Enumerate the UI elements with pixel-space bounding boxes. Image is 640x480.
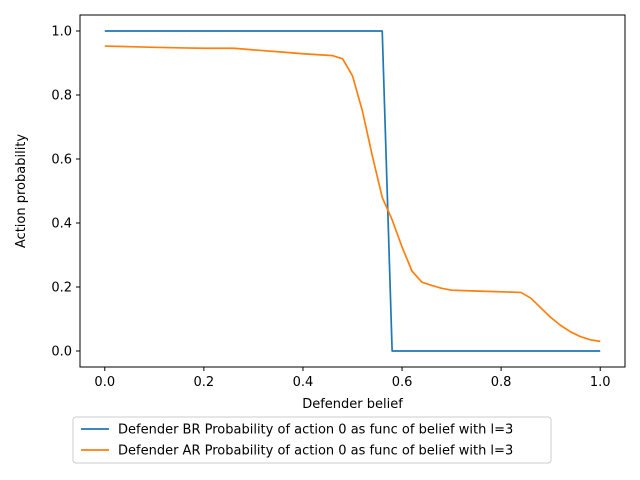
x-tick-label: 0.4 bbox=[293, 375, 314, 390]
y-tick-label: 0.6 bbox=[51, 153, 72, 168]
y-axis-label: Action probability bbox=[14, 134, 29, 249]
legend: Defender BR Probability of action 0 as f… bbox=[72, 416, 552, 464]
legend-label-br: Defender BR Probability of action 0 as f… bbox=[118, 423, 513, 438]
series-line-ar bbox=[104, 45, 601, 343]
y-tick-label: 0.8 bbox=[51, 89, 72, 104]
y-tick-label: 0.2 bbox=[51, 281, 72, 296]
legend-label-ar: Defender AR Probability of action 0 as f… bbox=[118, 444, 513, 459]
x-axis-label: Defender belief bbox=[302, 397, 403, 412]
series-line-br bbox=[104, 30, 601, 352]
x-tick-label: 0.8 bbox=[491, 375, 512, 390]
legend-box bbox=[72, 416, 552, 464]
axes-frame bbox=[79, 14, 626, 368]
series-layer bbox=[104, 30, 601, 352]
x-axis-ticks: 0.0 0.2 0.4 0.6 0.8 1.0 bbox=[94, 367, 611, 390]
x-tick-label: 0.6 bbox=[392, 375, 413, 390]
y-axis-ticks: 0.0 0.2 0.4 0.6 0.8 1.0 bbox=[51, 25, 80, 360]
x-tick-label: 1.0 bbox=[590, 375, 611, 390]
y-tick-label: 1.0 bbox=[51, 25, 72, 40]
x-tick-label: 0.2 bbox=[194, 375, 215, 390]
y-tick-label: 0.0 bbox=[51, 345, 72, 360]
x-tick-label: 0.0 bbox=[94, 375, 115, 390]
y-tick-label: 0.4 bbox=[51, 217, 72, 232]
